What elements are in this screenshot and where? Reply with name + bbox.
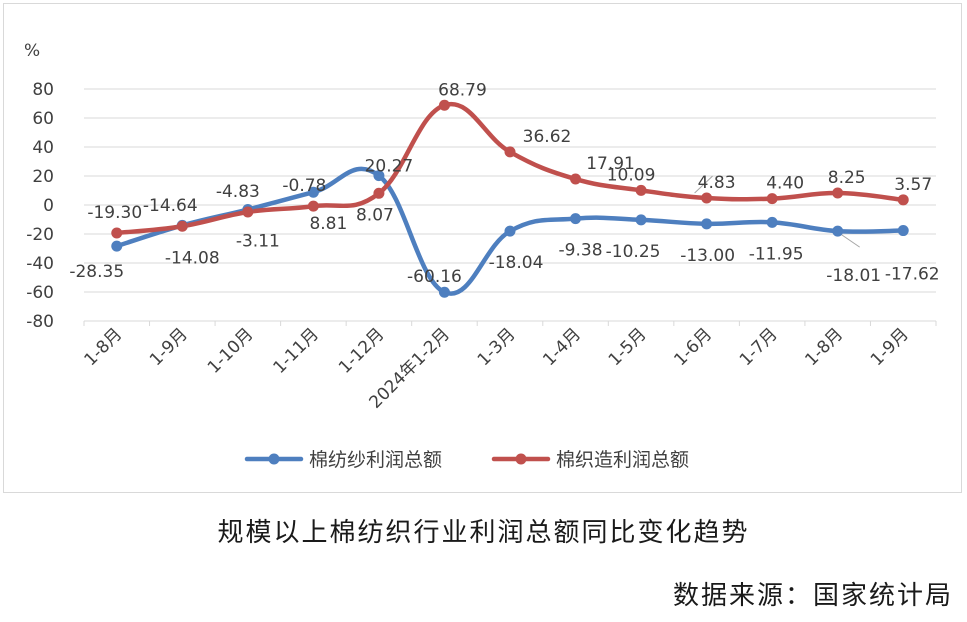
data-point: [570, 213, 582, 225]
data-label: 3.57: [894, 175, 932, 195]
data-label: -28.35: [69, 262, 124, 282]
data-point: [111, 240, 123, 252]
y-axis-ticks: 80 60 40 20 0 -20 -40 -60 -80: [26, 80, 54, 332]
data-label: -17.62: [885, 265, 940, 285]
data-label: -11.95: [749, 244, 804, 264]
data-point: [832, 225, 844, 237]
leader-line: [694, 175, 713, 194]
data-point: [373, 170, 385, 182]
data-label: 4.40: [766, 174, 804, 194]
data-label: -0.78: [282, 176, 326, 196]
y-axis-unit-label: %: [24, 41, 40, 61]
data-point: [373, 187, 385, 199]
data-point: [832, 187, 844, 199]
data-point: [307, 186, 319, 198]
x-tick-label: 1-11月: [269, 324, 322, 377]
data-point: [504, 225, 516, 237]
x-tick-label: 1-9月: [146, 324, 192, 370]
x-tick-label: 1-5月: [605, 324, 651, 370]
data-label: -14.64: [143, 196, 198, 216]
data-label: 20.27: [365, 157, 414, 177]
x-tick-label: 1-3月: [474, 324, 520, 370]
leader-lines: [694, 175, 860, 248]
x-tick-label: 1-9月: [867, 324, 913, 370]
legend-marker: [268, 453, 280, 465]
x-tick-label: 1-4月: [539, 324, 585, 370]
data-point: [438, 286, 450, 298]
data-label: -14.08: [165, 248, 220, 268]
data-labels: -28.35 -14.08 -3.11 8.81 20.27 -60.16 -18.04 -9…: [69, 80, 939, 287]
legend-marker: [515, 453, 527, 465]
y-tick-label: 80: [32, 80, 54, 100]
data-label: 8.81: [309, 214, 347, 234]
x-tick-label: 1-8月: [80, 324, 126, 370]
data-label: 4.83: [698, 173, 736, 193]
y-tick-label: 60: [32, 109, 54, 129]
data-point: [111, 227, 123, 239]
data-label: 8.25: [828, 168, 866, 188]
data-label: -19.30: [87, 203, 142, 223]
data-label: -18.04: [489, 253, 544, 273]
chart-caption: 规模以上棉纺织行业利润总额同比变化趋势: [217, 518, 750, 548]
data-point: [635, 214, 647, 226]
data-point: [242, 206, 254, 218]
leader-line: [840, 233, 860, 248]
data-point: [635, 184, 647, 196]
x-tick-label: 1-10月: [204, 324, 257, 377]
data-label: -9.38: [559, 241, 603, 261]
data-point: [766, 193, 778, 205]
series-line: [114, 101, 906, 236]
data-label: 8.07: [356, 205, 394, 225]
data-point: [701, 218, 713, 230]
data-points: [111, 99, 909, 298]
chart-frame: % 80 60 40 20 0 -20 -40 -60 -80 1-8月 1-9月 1-10月 1-1…: [3, 3, 962, 493]
data-label: -3.11: [236, 232, 280, 252]
data-label: -18.01: [826, 266, 881, 286]
y-tick-label: 0: [43, 196, 54, 216]
y-tick-label: -40: [26, 254, 54, 274]
data-label: -4.83: [216, 182, 260, 202]
x-tick-label: 1-8月: [801, 324, 847, 370]
data-point: [570, 173, 582, 185]
x-tick-label: 1-6月: [670, 324, 716, 370]
data-point: [504, 146, 516, 158]
y-tick-label: -20: [26, 225, 54, 245]
data-label: -10.25: [606, 242, 661, 262]
data-point: [176, 220, 188, 232]
y-tick-label: -60: [26, 283, 54, 303]
data-label: 17.91: [586, 154, 635, 174]
legend-label: 棉纺纱利润总额: [309, 449, 442, 471]
data-label: 36.62: [523, 127, 572, 147]
y-tick-label: 20: [32, 167, 54, 187]
data-point: [897, 194, 909, 206]
x-tick-label: 1-12月: [335, 324, 388, 377]
data-point: [307, 200, 319, 212]
data-label: 68.79: [438, 80, 487, 100]
data-label: -13.00: [680, 246, 735, 266]
data-label: 10.09: [607, 165, 656, 185]
x-tick-label: 1-7月: [736, 324, 782, 370]
data-source-note: 数据来源：国家统计局: [672, 581, 953, 611]
data-point: [766, 216, 778, 228]
y-tick-label: -80: [26, 312, 54, 332]
legend: 棉纺纱利润总额 棉织造利润总额: [244, 449, 689, 471]
data-point: [897, 225, 909, 237]
data-label: -60.16: [407, 267, 462, 287]
data-point: [701, 192, 713, 204]
data-point: [438, 99, 450, 111]
grid-lines: [83, 88, 937, 326]
legend-label: 棉织造利润总额: [556, 449, 689, 471]
y-tick-label: 40: [32, 138, 54, 158]
